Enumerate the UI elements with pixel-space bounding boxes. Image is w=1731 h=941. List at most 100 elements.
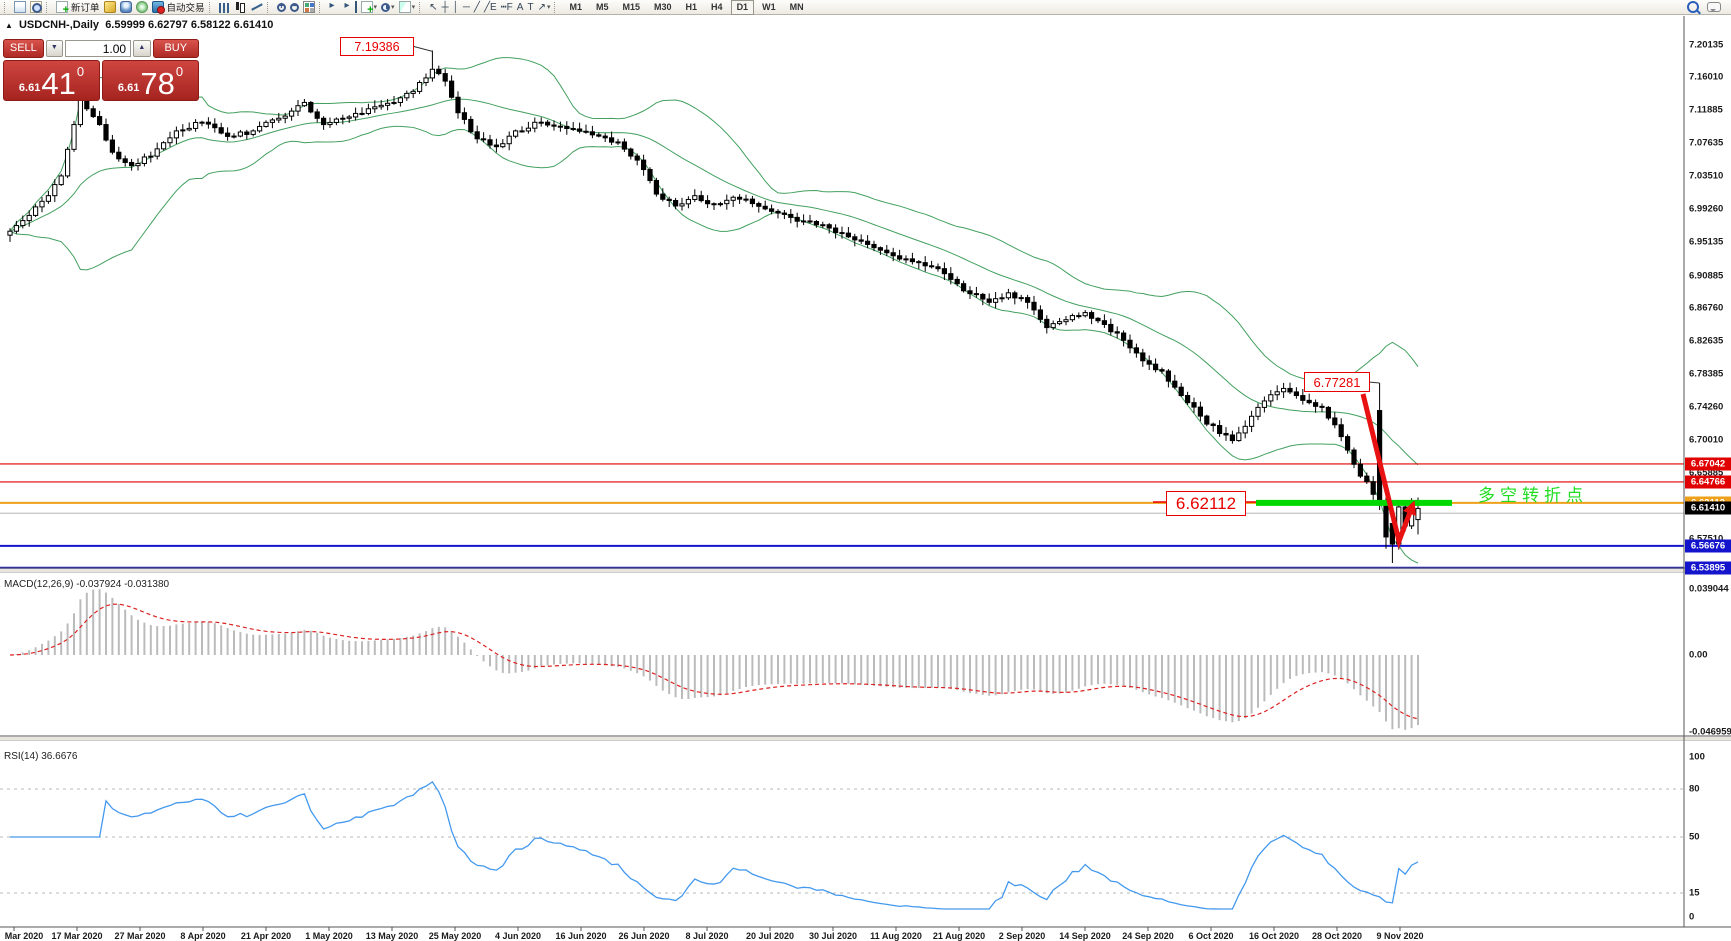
candle-body <box>641 159 647 171</box>
candle-body <box>218 127 224 134</box>
arrows-icon-dropdown[interactable]: ▾ <box>546 4 551 11</box>
chat-icon[interactable] <box>1707 2 1721 12</box>
indicators-icon-dropdown[interactable]: ▾ <box>373 4 378 11</box>
candle-body <box>801 220 807 223</box>
symbol-title: USDCNH-,Daily <box>18 19 100 31</box>
label-icon[interactable]: T <box>525 1 535 14</box>
pane-separator-band[interactable] <box>0 737 1731 740</box>
terminal-icon[interactable] <box>118 1 134 14</box>
candle-body <box>596 134 602 137</box>
candle-body <box>372 106 378 110</box>
candle-body <box>97 116 103 126</box>
candle-body <box>538 121 544 124</box>
oneclick-collapse-icon[interactable]: ▲ <box>5 21 13 30</box>
pivot-price-label[interactable]: 6.62112 <box>1166 491 1246 516</box>
candle-body <box>717 203 723 206</box>
search-icon[interactable] <box>1687 1 1699 13</box>
sell-button[interactable]: SELL <box>3 39 44 58</box>
candle-body <box>276 117 282 121</box>
swing-high-price-label[interactable]: 7.19386 <box>340 37 414 56</box>
candle-body <box>481 138 487 141</box>
fibo-icon: ╱E <box>483 1 497 13</box>
price-axis-tick: 6.78385 <box>1689 368 1724 380</box>
market-watch-icon[interactable] <box>28 1 44 14</box>
trendline-icon[interactable]: ╱ <box>472 1 482 14</box>
timeframe-h1[interactable]: H1 <box>685 1 698 12</box>
text-icon[interactable]: A <box>515 1 526 14</box>
pane-separator-band[interactable] <box>0 569 1731 572</box>
crosshair-icon[interactable]: ┼ <box>439 1 450 14</box>
volume-increase-button[interactable]: ▲ <box>133 40 151 57</box>
bar-chart-icon[interactable] <box>217 1 233 14</box>
periods-icon-dropdown[interactable]: ▾ <box>391 4 395 11</box>
buy-price-button[interactable]: 6.61 78 0 <box>102 60 199 101</box>
periods-icon[interactable]: ▾ <box>379 1 397 14</box>
zoom-out-icon[interactable] <box>288 1 301 14</box>
arrows-icon[interactable]: ↗ ▾ <box>536 1 553 14</box>
chart-shift-icon[interactable] <box>343 0 359 14</box>
timeframe-m1[interactable]: M1 <box>569 1 582 12</box>
date-label: 27 Mar 2020 <box>114 931 166 941</box>
candle-chart-icon[interactable] <box>233 1 249 14</box>
sell-price-button[interactable]: 6.61 41 0 <box>3 60 100 101</box>
candle-body <box>1140 352 1146 362</box>
candle-body <box>698 195 704 202</box>
fibo-icon[interactable]: ╱E <box>482 1 499 14</box>
timeframe-m30[interactable]: M30 <box>654 1 672 12</box>
candle-body <box>852 236 858 241</box>
volume-decrease-button[interactable]: ▼ <box>45 40 64 57</box>
v-shaped-arrow[interactable] <box>1360 393 1417 550</box>
volume-input[interactable] <box>65 40 132 57</box>
templates-icon-dropdown[interactable]: ▾ <box>411 4 416 11</box>
new-order-button <box>56 1 69 16</box>
line-chart-icon[interactable] <box>249 1 265 14</box>
buy-price-small: 6.61 <box>117 82 140 94</box>
channel-icon[interactable]: ┅F <box>499 1 515 14</box>
candle-body <box>602 135 608 139</box>
candle-body <box>340 117 346 120</box>
cursor-icon[interactable]: ↖ <box>427 1 439 14</box>
timeframe-d1[interactable]: D1 <box>730 0 755 15</box>
candle-body <box>737 196 743 200</box>
timeframe-h4[interactable]: H4 <box>711 1 723 12</box>
price-axis-tick: 7.07635 <box>1689 137 1724 149</box>
new-order-button-label: 新订单 <box>71 3 100 14</box>
candle-body <box>1044 318 1050 329</box>
auto-scroll-icon[interactable] <box>327 0 343 14</box>
candle-body <box>1031 301 1037 311</box>
timeframe-w1[interactable]: W1 <box>762 1 776 12</box>
candle-body <box>1159 369 1165 372</box>
templates-icon[interactable]: ▾ <box>397 1 418 14</box>
zoom-in-icon[interactable] <box>275 1 288 14</box>
candle-body <box>839 232 845 235</box>
candle-body <box>103 124 109 141</box>
indicators-icon[interactable]: ▾ <box>359 1 380 16</box>
candle-body <box>545 121 551 126</box>
candle-body <box>999 297 1005 300</box>
crash-high-price-label[interactable]: 6.77281 <box>1304 372 1370 392</box>
candle-body <box>468 118 474 133</box>
candle-body <box>1025 297 1031 303</box>
signals-icon[interactable] <box>134 1 150 14</box>
candle-body <box>205 121 212 125</box>
timeframe-m5[interactable]: M5 <box>595 1 609 12</box>
timeframe-mn[interactable]: MN <box>789 1 804 12</box>
candle-body <box>1076 315 1082 318</box>
candle-body <box>871 243 877 249</box>
navigator-icon[interactable] <box>102 1 118 14</box>
date-label: 4 Jun 2020 <box>494 931 542 941</box>
date-label: 16 Jun 2020 <box>555 931 607 941</box>
date-label: 16 Oct 2020 <box>1248 931 1300 941</box>
new-order-button[interactable]: 新订单 <box>54 1 102 16</box>
chart-window-icon[interactable] <box>12 1 28 14</box>
autotrading-button[interactable]: 自动交易 <box>150 1 207 14</box>
tile-windows-icon[interactable] <box>301 1 317 14</box>
vline-icon[interactable]: │ <box>451 1 461 14</box>
timeframe-m15[interactable]: M15 <box>622 1 641 12</box>
candle-body <box>909 258 915 263</box>
candle-body <box>212 123 218 129</box>
hline-icon[interactable]: ─ <box>461 1 472 14</box>
candle-body <box>45 195 51 202</box>
pivot-annotation-text[interactable]: 多空转折点 <box>1478 486 1588 505</box>
buy-button[interactable]: BUY <box>152 39 199 58</box>
